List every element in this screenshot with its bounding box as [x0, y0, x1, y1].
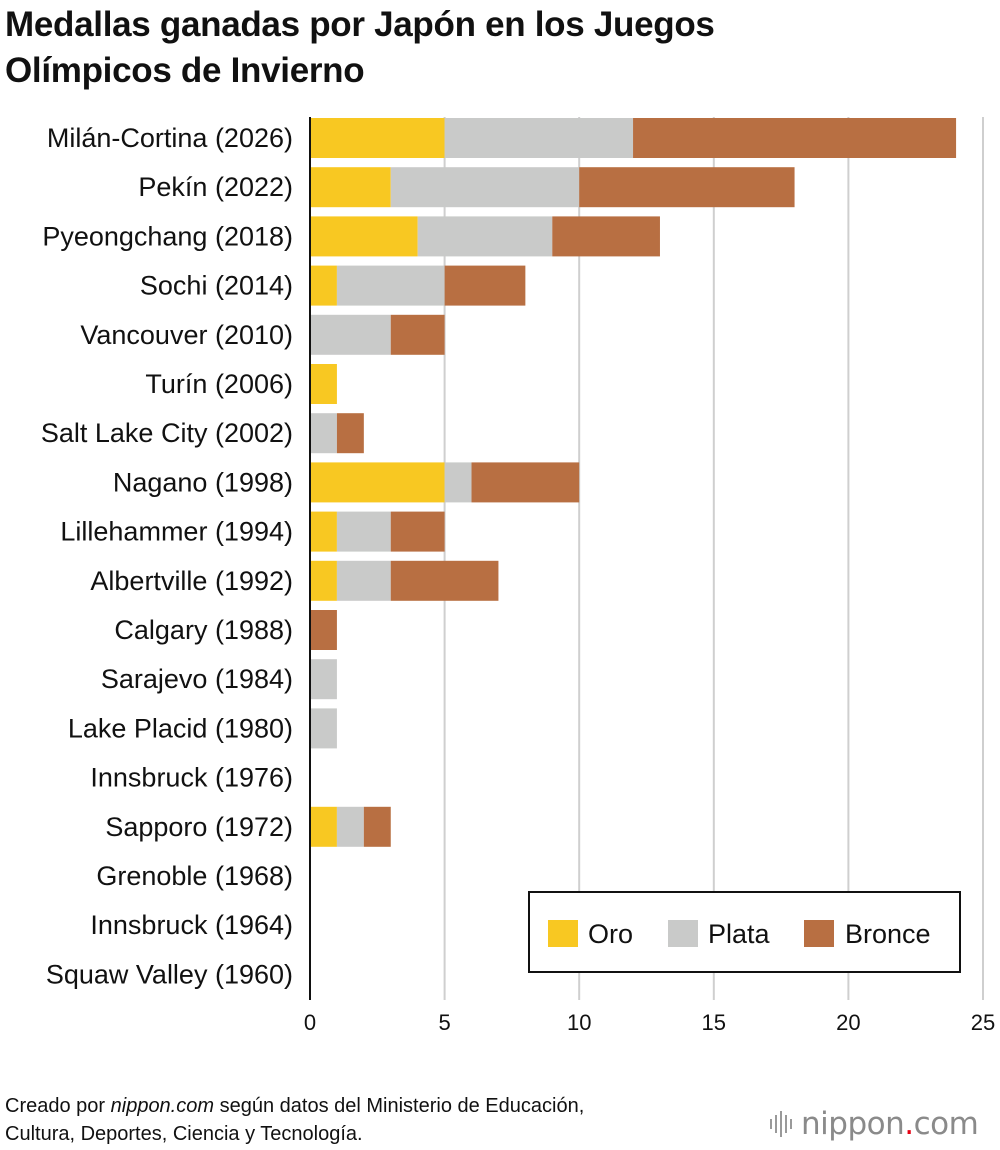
- legend-box: [528, 891, 961, 973]
- bar-plata-0: [444, 118, 634, 158]
- bar-plata-12: [310, 708, 337, 749]
- bar-bronce-4: [390, 314, 445, 355]
- chart-title: Medallas ganadas por Japón en los Juegos…: [5, 2, 985, 94]
- category-label-15: Grenoble (1968): [96, 861, 293, 891]
- chart-title-line-1: Medallas ganadas por Japón en los Juegos: [5, 5, 715, 44]
- category-label-8: Lillehammer (1994): [60, 517, 293, 547]
- bar-plata-11: [310, 659, 337, 700]
- legend-label-oro: Oro: [588, 919, 633, 949]
- bar-plata-6: [310, 413, 337, 454]
- source-note-line-1: Creado por nippon.com según datos del Mi…: [5, 1092, 584, 1120]
- legend-swatch-plata: [668, 920, 698, 947]
- bar-bronce-14: [363, 806, 391, 847]
- logo-text: nippon.com: [801, 1106, 979, 1142]
- logo-dot: .: [904, 1106, 914, 1142]
- bar-plata-14: [336, 806, 364, 847]
- stacked-bar-chart: Milán-Cortina (2026) Pekín (2022) Pyeongch…: [41, 117, 995, 1035]
- x-tick-label-5: 5: [438, 1010, 450, 1035]
- category-label-1: Pekín (2022): [138, 172, 293, 202]
- category-label-4: Vancouver (2010): [80, 320, 293, 350]
- grid-lines: [443, 117, 984, 1000]
- bar-plata-7: [444, 462, 472, 503]
- source-suffix: según datos del Ministerio de Educación,: [214, 1095, 585, 1117]
- category-label-16: Innsbruck (1964): [90, 910, 293, 940]
- source-note: Creado por nippon.com según datos del Mi…: [5, 1092, 584, 1148]
- category-label-0: Milán-Cortina (2026): [47, 123, 293, 153]
- category-label-3: Sochi (2014): [140, 271, 293, 301]
- category-label-2: Pyeongchang (2018): [42, 221, 293, 251]
- x-tick-label-0: 0: [304, 1010, 316, 1035]
- category-label-13: Innsbruck (1976): [90, 763, 293, 793]
- source-site: nippon.com: [110, 1095, 215, 1117]
- bar-bronce-3: [444, 265, 526, 306]
- bar-oro-14: [310, 806, 337, 847]
- category-label-17: Squaw Valley (1960): [46, 959, 293, 989]
- category-label-10: Calgary (1988): [114, 615, 293, 645]
- legend: Oro Plata Bronce: [528, 891, 961, 973]
- bar-plata-9: [336, 560, 391, 601]
- source-prefix: Creado por: [5, 1095, 111, 1117]
- bar-oro-8: [310, 511, 337, 552]
- logo-bars-icon: [770, 1111, 795, 1137]
- bar-oro-7: [310, 462, 445, 503]
- nippon-logo: nippon.com: [770, 1104, 979, 1144]
- bar-bronce-7: [471, 462, 580, 503]
- x-tick-label-10: 10: [567, 1010, 591, 1035]
- bar-plata-8: [336, 511, 391, 552]
- category-label-5: Turín (2006): [145, 369, 293, 399]
- bars: [310, 118, 957, 847]
- x-tick-label-15: 15: [702, 1010, 726, 1035]
- bar-plata-2: [417, 216, 553, 257]
- category-label-9: Albertville (1992): [90, 566, 293, 596]
- bar-bronce-0: [633, 118, 957, 158]
- bar-oro-3: [310, 265, 337, 306]
- source-note-line-2: Cultura, Deportes, Ciencia y Tecnología.: [5, 1123, 363, 1145]
- category-label-12: Lake Placid (1980): [68, 713, 293, 743]
- bar-oro-1: [310, 167, 391, 208]
- legend-swatch-bronce: [804, 920, 834, 947]
- category-label-14: Sapporo (1972): [105, 812, 293, 842]
- bar-bronce-2: [552, 216, 660, 257]
- bar-oro-0: [310, 118, 445, 158]
- legend-label-bronce: Bronce: [845, 919, 931, 949]
- x-tick-label-25: 25: [971, 1010, 995, 1035]
- logo-name: nippon: [801, 1106, 905, 1142]
- bar-bronce-9: [390, 560, 499, 601]
- bar-bronce-1: [579, 167, 795, 208]
- bar-oro-9: [310, 560, 337, 601]
- bar-oro-5: [310, 364, 337, 404]
- category-label-6: Salt Lake City (2002): [41, 418, 293, 448]
- category-label-11: Sarajevo (1984): [101, 664, 293, 694]
- bar-oro-2: [310, 216, 418, 257]
- bar-bronce-6: [336, 413, 364, 454]
- x-tick-label-20: 20: [836, 1010, 860, 1035]
- bar-bronce-8: [390, 511, 445, 552]
- legend-swatch-oro: [548, 920, 578, 947]
- bar-bronce-10: [310, 610, 337, 650]
- bar-plata-3: [336, 265, 445, 306]
- x-tick-labels: 0 5 10 15 20 25: [304, 1010, 995, 1035]
- chart-title-line-2: Olímpicos de Invierno: [5, 51, 365, 90]
- logo-tld: com: [913, 1106, 979, 1142]
- category-label-7: Nagano (1998): [113, 467, 293, 497]
- legend-label-plata: Plata: [708, 919, 771, 949]
- bar-plata-1: [390, 167, 580, 208]
- category-labels: Milán-Cortina (2026) Pekín (2022) Pyeongch…: [41, 123, 293, 989]
- bar-plata-4: [310, 314, 391, 355]
